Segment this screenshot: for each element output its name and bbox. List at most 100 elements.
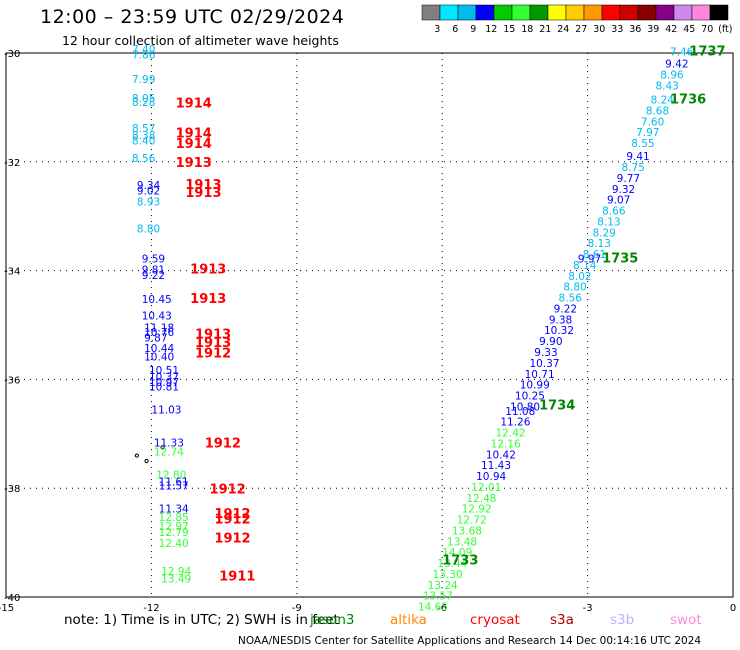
wave-height-label: 10.94	[476, 471, 506, 483]
colorbar-label: 15	[503, 24, 515, 35]
coastline-point	[134, 453, 139, 458]
gridlines	[6, 53, 733, 597]
colorbar-swatch	[529, 4, 549, 21]
colorbar-label: 9	[470, 24, 476, 35]
time-label: 1736	[670, 93, 706, 108]
wave-height-label: 7.40	[132, 44, 155, 56]
coastline-point	[160, 445, 165, 450]
time-label: 1913	[185, 178, 221, 193]
wave-height-label: 7.97	[636, 127, 659, 139]
wave-height-label: 10.76	[144, 327, 174, 339]
wave-height-label: 9.07	[607, 195, 630, 207]
colorbar-label: 24	[557, 24, 569, 35]
wave-height-label: 8.38	[132, 130, 155, 142]
wave-height-label: 9.59	[142, 253, 165, 265]
colorbar-swatch	[637, 4, 657, 21]
wave-height-label: 13.57	[423, 591, 453, 603]
wave-height-label: 12.92	[462, 504, 492, 516]
wave-height-label: 12.48	[466, 493, 496, 505]
wave-height-label: 12.74	[154, 447, 184, 459]
wave-height-label: 10.45	[142, 294, 172, 306]
time-label: 1913	[195, 328, 231, 343]
wave-height-label: 12.85	[159, 512, 189, 524]
wave-height-label: 13.48	[447, 536, 477, 548]
wave-height-label: 8.13	[597, 216, 620, 228]
wave-height-label: 10.44	[144, 343, 174, 355]
wave-height-label: 8.29	[592, 227, 615, 239]
wave-height-points: 7.407.86 7.99 8.058.28 8.578.388.40 8.56 9.34…	[132, 44, 694, 614]
y-tick-label: -36	[4, 375, 20, 386]
wave-height-label: 12.72	[457, 515, 487, 527]
time-label: 1914	[176, 96, 212, 111]
colorbar-swatch	[601, 4, 621, 21]
wave-height-label: 8.40	[132, 135, 155, 147]
wave-height-label: 8.02	[568, 271, 591, 283]
time-label: 1737	[689, 45, 725, 60]
colorbar-label: 70	[701, 24, 713, 35]
wave-height-label: 10.43	[142, 311, 172, 323]
time-label: 1913	[190, 262, 226, 277]
wave-height-label: 8.96	[660, 70, 684, 82]
wave-height-label: 10.97	[149, 377, 179, 389]
wave-height-label: 12.40	[159, 538, 189, 550]
colorbar-label: 18	[521, 24, 533, 35]
colorbar-swatch	[475, 4, 495, 21]
wave-height-label: 9.22	[554, 303, 577, 315]
time-label: 1912	[214, 532, 250, 547]
time-label: 1914	[176, 126, 212, 141]
wave-height-label: 9.41	[626, 151, 649, 163]
colorbar-swatch	[457, 4, 477, 21]
colorbar-label: 39	[647, 24, 659, 35]
colorbar-swatch	[619, 4, 639, 21]
wave-height-label: 9.42	[665, 59, 688, 71]
wave-height-label: 7.46	[670, 47, 694, 59]
wave-height-label: 8.61	[583, 249, 606, 261]
time-label: 1914	[176, 137, 212, 152]
time-label: 1912	[214, 513, 250, 528]
wave-height-label: 13.49	[161, 573, 191, 585]
wave-height-label: 10.81	[149, 381, 179, 393]
wave-height-label: 7.60	[641, 116, 664, 128]
colorbar-swatch	[565, 4, 585, 21]
wave-height-label: 12.01	[471, 482, 501, 494]
colorbar-label: 3	[434, 24, 440, 35]
wave-height-label: 11.18	[144, 323, 174, 335]
colorbar-label: 27	[575, 24, 587, 35]
wave-height-label: 12.97	[159, 521, 189, 533]
legend-s3b: s3b	[610, 612, 635, 628]
wave-height-label: 10.99	[520, 380, 550, 392]
time-label: 1912	[214, 507, 250, 522]
colorbar-label: 36	[629, 24, 641, 35]
wave-height-label: 9.22	[142, 270, 165, 282]
legend-s3a: s3a	[550, 612, 574, 628]
wave-height-label: 14.09	[442, 547, 472, 559]
colorbar-label: 6	[452, 24, 458, 35]
wave-height-label: 9.97	[578, 253, 601, 265]
time-label: 1735	[602, 251, 638, 266]
wave-height-label: 9.90	[539, 336, 562, 348]
wave-height-label: 9.34	[137, 180, 161, 192]
colorbar-swatch	[421, 4, 441, 21]
colorbar-swatch	[493, 4, 513, 21]
wave-height-label: 11.33	[154, 437, 184, 449]
wave-height-label: 12.94	[161, 566, 191, 578]
wave-height-label: 8.93	[137, 196, 160, 208]
colorbar-swatch	[583, 4, 603, 21]
colorbar-label: (ft)	[718, 24, 732, 35]
time-label: 1913	[195, 336, 231, 351]
wave-height-label: 14.65	[418, 602, 448, 614]
legend-swot: swot	[670, 612, 702, 628]
x-tick-label: 0	[730, 603, 736, 614]
colorbar-swatch	[673, 4, 693, 21]
wave-height-label: 8.43	[655, 80, 678, 92]
wave-height-label: 9.33	[534, 347, 557, 359]
wave-height-label: 10.80	[510, 401, 540, 413]
time-label: 1913	[176, 156, 212, 171]
colorbar: 3 6 9 12 15 18 21 24 27 30 33 36 39 42 45 70 (ft)	[421, 4, 732, 35]
time-label: 1912	[195, 347, 231, 362]
wave-height-label: 8.05	[132, 93, 155, 105]
time-label: 1912	[205, 436, 241, 451]
coastline	[134, 445, 165, 464]
wave-height-label: 8.75	[622, 162, 645, 174]
wave-height-label: 8.55	[631, 138, 654, 150]
